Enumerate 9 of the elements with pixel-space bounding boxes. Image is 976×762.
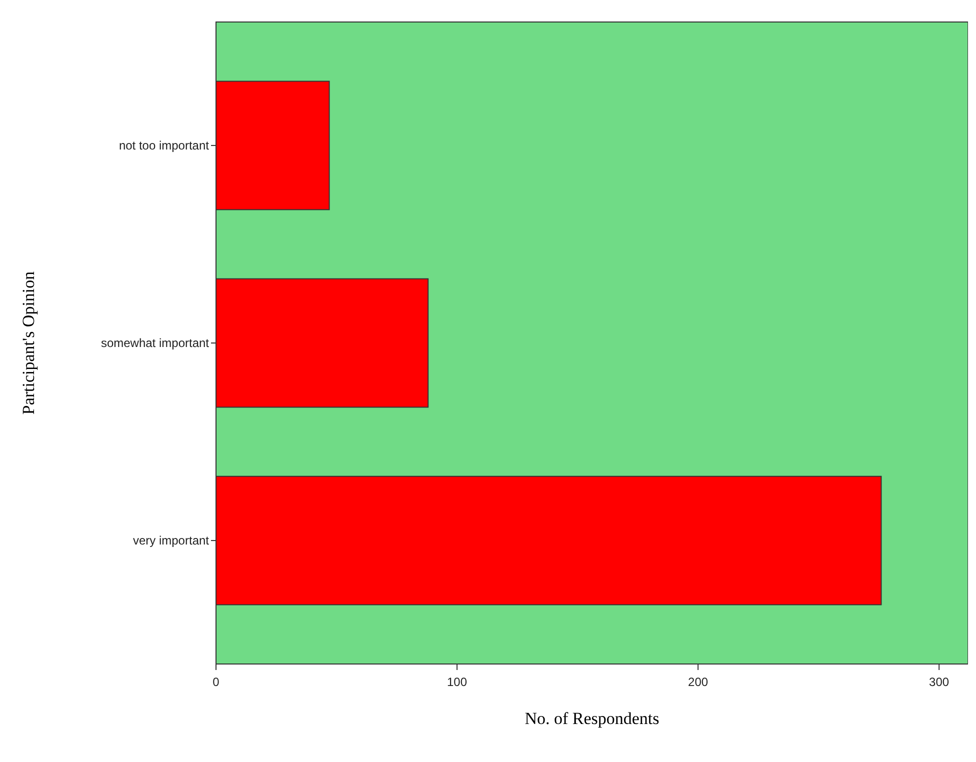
y-tick-label: very important	[132, 534, 210, 548]
x-tick-label: 300	[929, 675, 950, 689]
y-axis-title: Participant's Opinion	[19, 270, 38, 415]
x-axis-title: No. of Respondents	[524, 709, 660, 728]
y-tick-label: not too important	[118, 138, 210, 152]
x-tick-label: 100	[447, 675, 468, 689]
y-tick-label: somewhat important	[100, 336, 210, 350]
x-tick-label: 0	[212, 675, 220, 689]
x-tick-label: 200	[688, 675, 708, 689]
